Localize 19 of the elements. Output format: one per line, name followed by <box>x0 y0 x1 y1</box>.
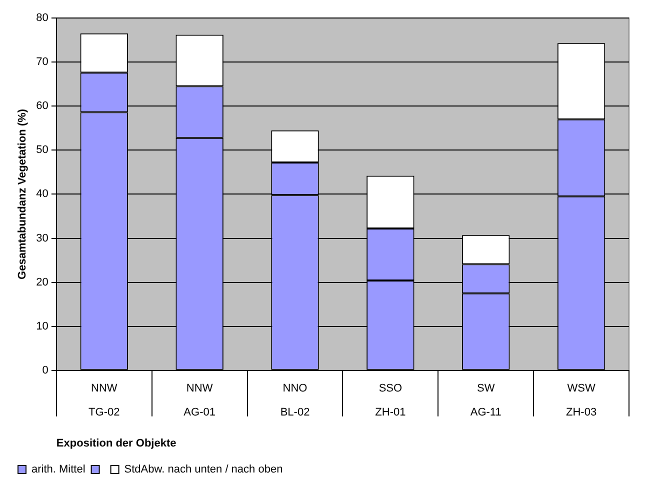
y-tick-label: 80 <box>36 12 48 24</box>
legend-label: StdAbw. nach unten / nach oben <box>124 464 283 476</box>
y-tick-label: 30 <box>36 232 48 244</box>
x-tick-label: NNO BL-02 <box>280 382 310 419</box>
x-tick-label: WSW ZH-03 <box>566 382 597 419</box>
legend-label: arith. Mittel <box>32 464 86 476</box>
y-tick-label: 40 <box>36 188 48 200</box>
x-axis-title: Exposition der Objekte <box>56 437 176 450</box>
y-tick-label: 0 <box>42 364 48 376</box>
x-tick-label: NNW TG-02 <box>88 382 120 419</box>
x-tick-label: NNW AG-01 <box>184 382 216 419</box>
y-tick-label: 50 <box>36 144 48 156</box>
y-tick-label: 70 <box>36 56 48 68</box>
y-tick-label: 20 <box>36 276 48 288</box>
y-tick-label: 60 <box>36 100 48 112</box>
x-tick-label: SSO ZH-01 <box>375 382 406 419</box>
y-tick-label: 10 <box>36 320 48 332</box>
x-tick-label: SW AG-11 <box>470 382 502 419</box>
y-axis-title: Gesamtabundanz Vegetation (%) <box>16 108 29 280</box>
